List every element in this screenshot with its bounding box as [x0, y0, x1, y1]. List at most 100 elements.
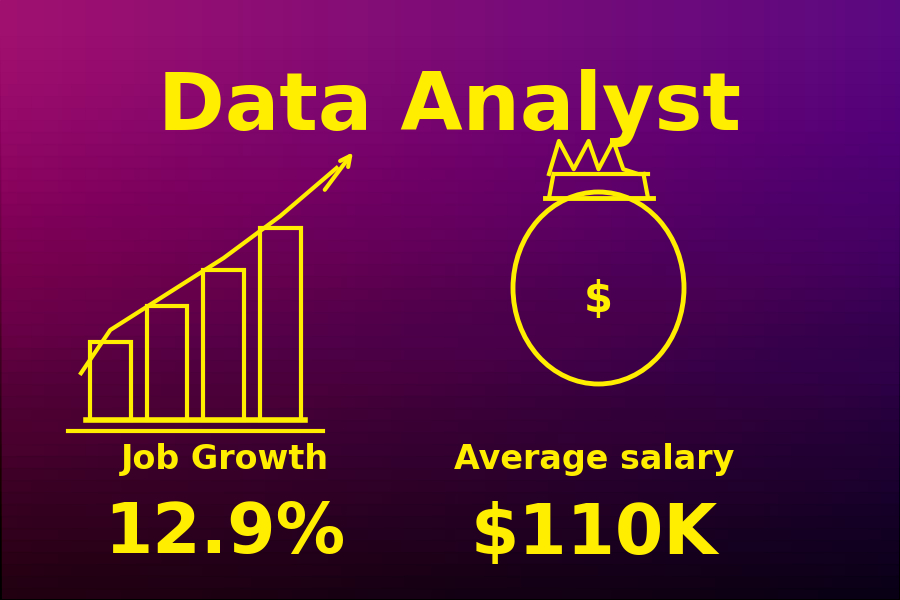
Bar: [783, 0, 788, 600]
Bar: [36, 0, 41, 600]
Bar: [806, 0, 811, 600]
Bar: [504, 0, 509, 600]
Bar: [198, 0, 203, 600]
Bar: [306, 0, 311, 600]
Bar: [464, 0, 469, 600]
Bar: [702, 0, 707, 600]
Bar: [9, 0, 14, 600]
Bar: [495, 0, 500, 600]
Bar: [572, 0, 577, 600]
Bar: [202, 0, 208, 600]
Bar: [288, 0, 293, 600]
Bar: [441, 0, 446, 600]
Bar: [0, 576, 900, 600]
Bar: [774, 0, 779, 600]
Bar: [0, 288, 900, 600]
Bar: [260, 228, 301, 420]
Bar: [711, 0, 716, 600]
Bar: [778, 0, 784, 600]
Bar: [612, 0, 617, 600]
Bar: [626, 0, 631, 600]
Bar: [468, 0, 473, 600]
Bar: [184, 0, 190, 600]
Bar: [338, 0, 343, 600]
Bar: [382, 0, 388, 600]
Bar: [621, 0, 626, 600]
Bar: [634, 0, 640, 600]
Bar: [590, 0, 595, 600]
Bar: [513, 0, 518, 600]
Bar: [801, 0, 806, 600]
Bar: [396, 0, 401, 600]
Bar: [680, 0, 685, 600]
Bar: [238, 0, 244, 600]
Bar: [459, 0, 464, 600]
Text: $: $: [584, 279, 613, 321]
Bar: [104, 0, 109, 600]
Bar: [0, 420, 900, 600]
Bar: [554, 0, 559, 600]
Bar: [176, 0, 181, 600]
Bar: [207, 0, 212, 600]
Bar: [256, 0, 262, 600]
Bar: [792, 0, 797, 600]
Bar: [0, 540, 900, 600]
Bar: [446, 0, 451, 600]
Bar: [0, 252, 900, 600]
Bar: [27, 0, 32, 600]
Bar: [428, 0, 433, 600]
Bar: [0, 192, 900, 600]
Bar: [729, 0, 734, 600]
Bar: [760, 0, 766, 600]
Bar: [652, 0, 658, 600]
Bar: [603, 0, 608, 600]
Bar: [724, 0, 730, 600]
Bar: [684, 0, 689, 600]
Bar: [171, 0, 176, 600]
Bar: [324, 0, 329, 600]
Bar: [477, 0, 482, 600]
Bar: [40, 0, 46, 600]
Bar: [0, 432, 900, 600]
Bar: [0, 444, 900, 600]
Bar: [400, 0, 406, 600]
Bar: [0, 240, 900, 600]
Bar: [76, 0, 82, 600]
Bar: [508, 0, 514, 600]
Bar: [675, 0, 680, 600]
Bar: [662, 0, 667, 600]
Bar: [153, 0, 158, 600]
Bar: [212, 0, 217, 600]
Bar: [868, 0, 874, 600]
Bar: [0, 156, 900, 600]
Bar: [450, 0, 455, 600]
Bar: [279, 0, 284, 600]
Bar: [0, 168, 900, 600]
Bar: [274, 0, 280, 600]
Bar: [252, 0, 257, 600]
Bar: [891, 0, 896, 600]
Bar: [0, 348, 900, 600]
Bar: [850, 0, 856, 600]
Bar: [130, 0, 136, 600]
Bar: [216, 0, 221, 600]
Bar: [0, 360, 900, 600]
Bar: [0, 132, 900, 600]
Bar: [747, 0, 752, 600]
Bar: [562, 0, 568, 600]
Text: Data Analyst: Data Analyst: [158, 69, 742, 147]
Bar: [594, 0, 599, 600]
Bar: [0, 72, 900, 600]
Bar: [126, 0, 131, 600]
Bar: [54, 0, 59, 600]
Bar: [0, 516, 900, 600]
Bar: [99, 0, 104, 600]
Bar: [315, 0, 320, 600]
Bar: [86, 0, 91, 600]
Bar: [0, 312, 900, 600]
Bar: [0, 504, 900, 600]
Bar: [0, 588, 900, 600]
Bar: [0, 300, 900, 600]
Bar: [0, 336, 900, 600]
Bar: [0, 564, 900, 600]
